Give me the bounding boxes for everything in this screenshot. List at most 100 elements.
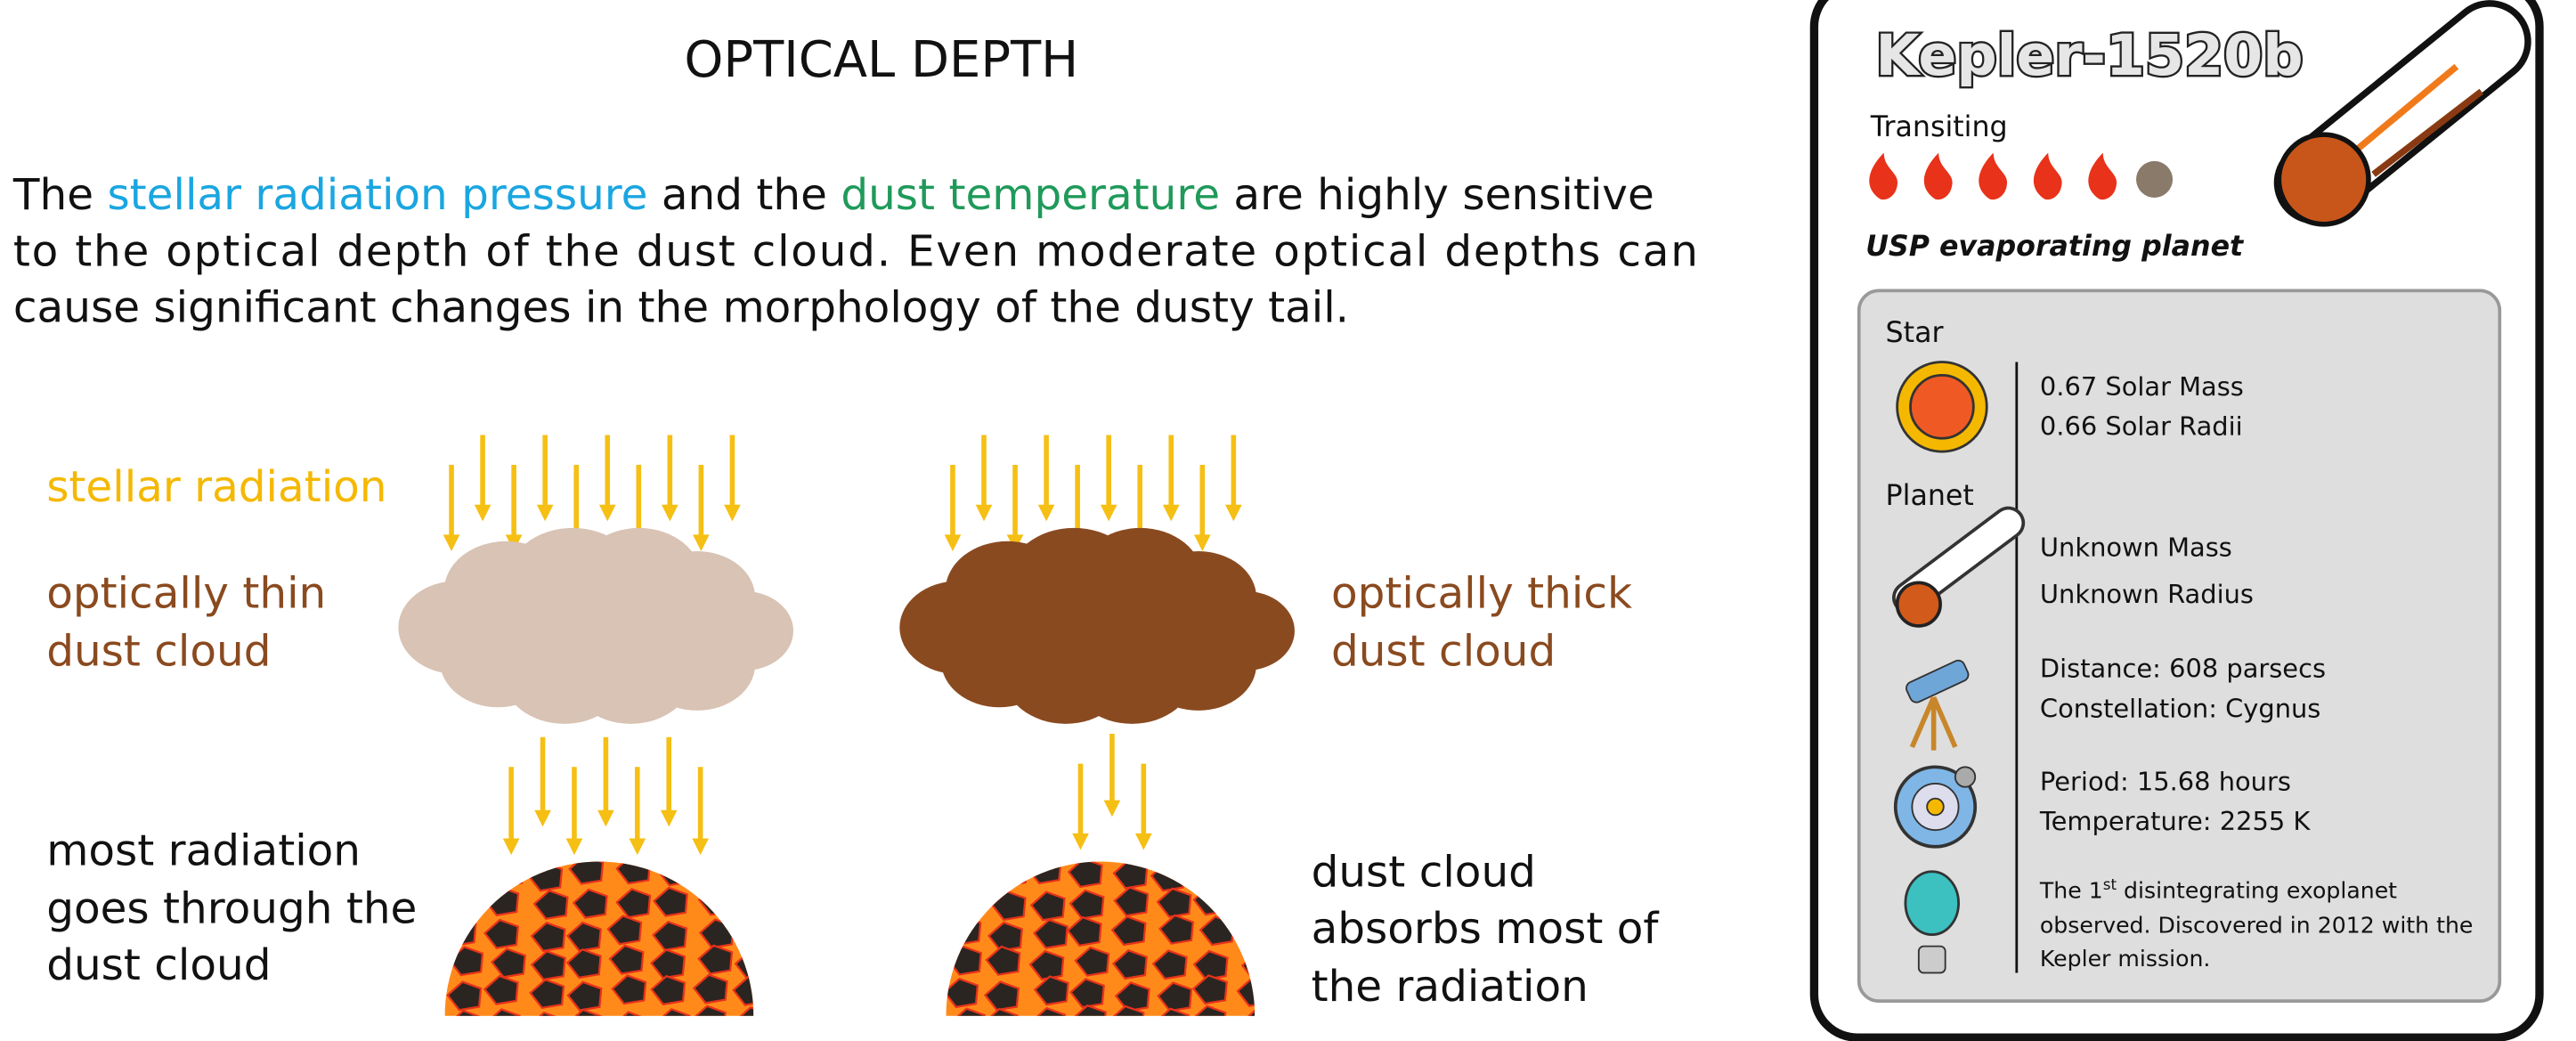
rock	[606, 915, 643, 946]
info: Unknown Mass	[2040, 533, 2232, 563]
arrow-head	[1100, 504, 1117, 522]
arrow-head	[565, 838, 583, 856]
info: 0.66 Solar Radii	[2040, 411, 2243, 442]
rock	[1070, 1004, 1107, 1016]
rock	[1028, 949, 1065, 980]
rock	[1029, 891, 1066, 922]
kind: USP evaporating planet	[1865, 231, 2245, 263]
rock	[572, 888, 608, 919]
rock	[530, 921, 566, 953]
rock	[483, 918, 519, 949]
rock	[446, 980, 483, 1012]
highlight: stellar radiation pressure	[107, 170, 647, 220]
info: Period: 15.68 hours	[2040, 766, 2291, 796]
rock	[1239, 887, 1255, 918]
cloud-puff	[1005, 552, 1192, 703]
rock	[530, 950, 566, 981]
rock	[1110, 915, 1147, 947]
rock	[946, 915, 982, 946]
rock	[950, 1007, 987, 1016]
rock	[527, 1011, 564, 1016]
rock	[1074, 946, 1110, 977]
rock	[1069, 978, 1105, 1009]
arrow-head	[1135, 833, 1152, 850]
rock	[947, 861, 984, 892]
paragraph-line: cause significant changes in the morphol…	[13, 283, 1349, 333]
arrow-head	[1037, 504, 1055, 522]
rock	[1067, 861, 1103, 889]
arrow-head	[1225, 504, 1242, 522]
rock	[1156, 887, 1192, 918]
title: OPTICAL DEPTH	[684, 31, 1078, 89]
arrow-head	[1162, 504, 1180, 522]
arrow-head	[536, 504, 554, 522]
info-box	[1857, 289, 2502, 1004]
text: The	[12, 170, 108, 220]
flame	[2033, 152, 2062, 200]
rock	[1033, 975, 1069, 1006]
rock	[1032, 918, 1069, 949]
sup: st	[2103, 875, 2117, 893]
flame	[1869, 152, 1898, 200]
lava	[946, 861, 1255, 1016]
rock	[446, 861, 483, 889]
rock	[483, 974, 519, 1005]
method: Transiting	[1870, 111, 2008, 143]
rock	[650, 974, 687, 1006]
arrow-head	[534, 809, 551, 827]
rock	[1151, 949, 1188, 980]
planet-icon	[1892, 506, 2026, 628]
flames	[1869, 152, 2174, 200]
flame	[1923, 152, 1953, 200]
card-title: Kepler-1520b	[1875, 22, 2303, 88]
rock	[946, 977, 979, 1009]
rock	[615, 888, 652, 919]
rock	[484, 1008, 521, 1016]
rock	[985, 945, 1021, 976]
info: 0.67 Solar Mass	[2040, 371, 2244, 402]
info: Constellation: Cygnus	[2040, 693, 2320, 723]
rock	[529, 978, 565, 1010]
rock	[946, 945, 982, 976]
label: dust cloud	[1312, 848, 1536, 898]
rock	[611, 974, 647, 1005]
arrow-head	[1072, 833, 1089, 850]
rock	[612, 1011, 648, 1016]
rock	[692, 973, 728, 1004]
rock	[1190, 1004, 1227, 1016]
rock	[1191, 974, 1228, 1005]
arrow-head	[598, 504, 616, 522]
rock	[608, 944, 645, 975]
flame	[2088, 152, 2117, 200]
arrow-head	[724, 504, 741, 522]
text: are highly sensitive	[1220, 170, 1654, 220]
rock	[734, 1005, 754, 1016]
rock	[1238, 861, 1255, 885]
rock	[566, 980, 603, 1012]
rock	[734, 886, 754, 917]
cloud	[398, 527, 794, 724]
telescope-icon	[1906, 659, 1970, 751]
rock	[1111, 948, 1148, 980]
label: the radiation	[1312, 962, 1589, 1012]
highlight: dust temperature	[841, 170, 1220, 220]
label: stellar radiation	[46, 462, 386, 512]
rock	[532, 889, 569, 921]
rock	[697, 944, 734, 975]
arrow-head	[502, 838, 520, 856]
rock	[446, 1009, 483, 1016]
text: The 1	[2039, 878, 2103, 904]
rock	[696, 861, 733, 887]
rock	[565, 921, 602, 952]
rock	[565, 947, 602, 980]
paragraph-line: The stellar radiation pressure and the d…	[12, 170, 1654, 220]
dust-icon	[2136, 160, 2174, 198]
cloud	[899, 527, 1295, 724]
balloon-icon	[1904, 870, 1960, 974]
rock	[1241, 1006, 1255, 1016]
rock	[566, 1008, 603, 1016]
rock	[992, 861, 1028, 887]
rock	[1066, 915, 1102, 947]
arrow-head	[662, 504, 679, 522]
orbit-icon	[1893, 765, 1978, 849]
